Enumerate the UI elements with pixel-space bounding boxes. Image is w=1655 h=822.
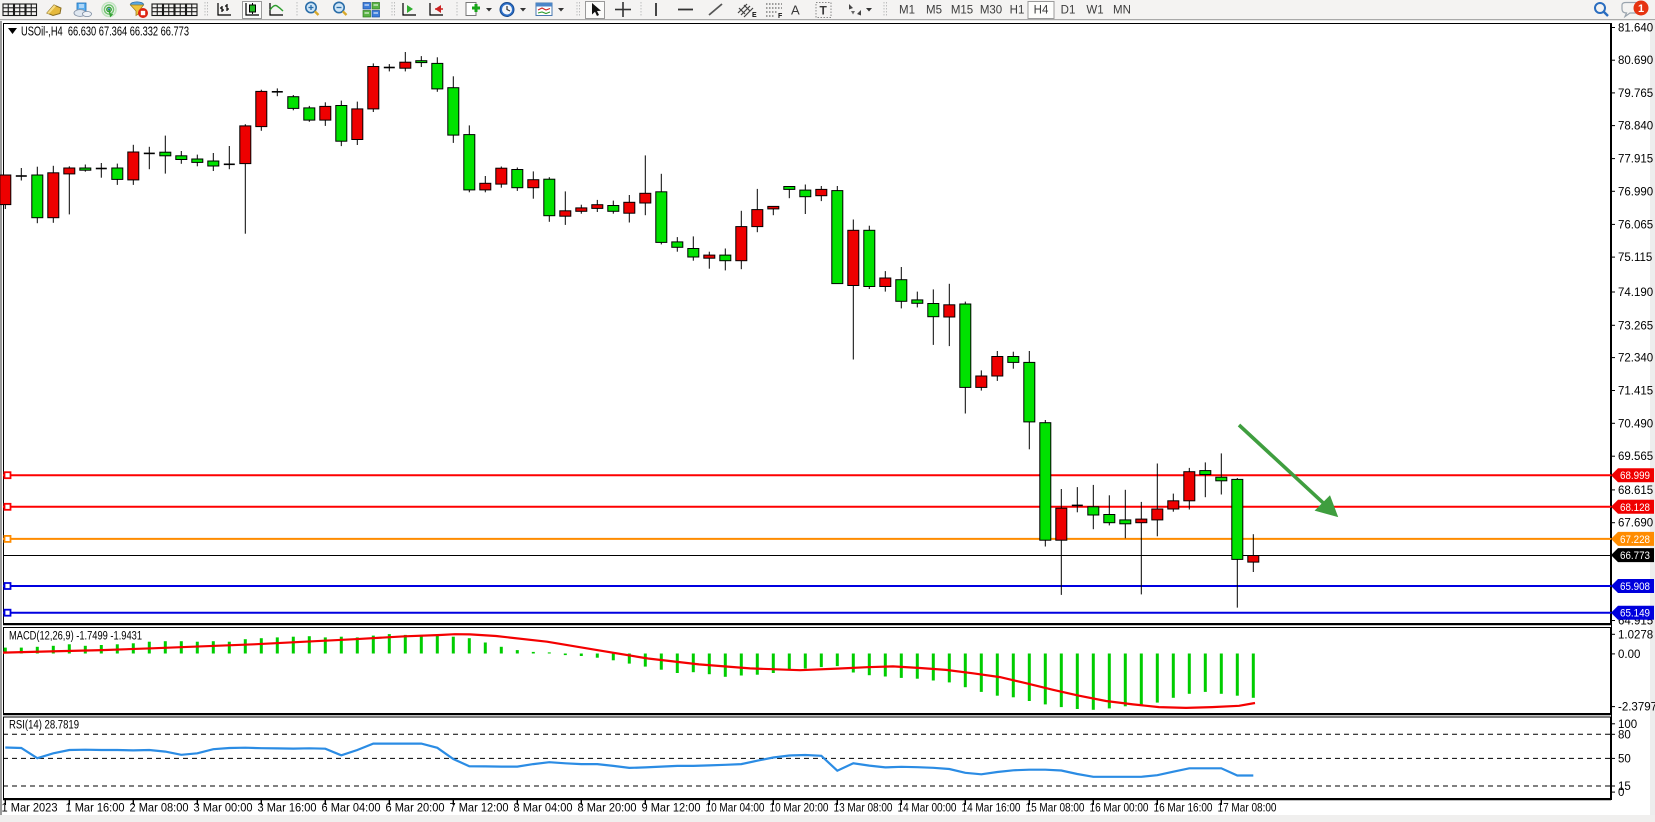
svg-text:W1: W1 [1086,5,1103,17]
svg-text:3 Mar 00:00: 3 Mar 00:00 [194,801,253,815]
svg-text:68.999: 68.999 [1620,470,1650,482]
svg-text:MACD(12,26,9) -1.7499 -1.9431: MACD(12,26,9) -1.7499 -1.9431 [9,631,142,643]
svg-text:F: F [778,13,783,20]
svg-text:0.00: 0.00 [1618,649,1640,661]
svg-text:67.228: 67.228 [1620,534,1650,546]
svg-text:76.065: 76.065 [1618,219,1653,231]
svg-text:69.565: 69.565 [1618,451,1653,463]
svg-text:68.128: 68.128 [1620,502,1650,514]
svg-text:13 Mar 08:00: 13 Mar 08:00 [834,801,893,815]
svg-text:72.340: 72.340 [1618,353,1653,365]
svg-text:USOil-,H4 66.630 67.364 66.33: USOil-,H4 66.630 67.364 66.332 66.773 [21,25,189,39]
svg-text:6 Mar 04:00: 6 Mar 04:00 [322,801,381,815]
svg-text:80: 80 [1618,729,1631,741]
svg-text:RSI(14) 28.7819: RSI(14) 28.7819 [9,720,79,732]
svg-text:70.490: 70.490 [1618,418,1653,430]
svg-text:10 Mar 04:00: 10 Mar 04:00 [706,801,765,815]
svg-text:15 Mar 08:00: 15 Mar 08:00 [1026,801,1085,815]
svg-text:M30: M30 [980,5,1002,17]
svg-text:9 Mar 12:00: 9 Mar 12:00 [642,801,701,815]
svg-text:1: 1 [1638,3,1644,15]
svg-text:15: 15 [1618,781,1631,793]
svg-text:67.690: 67.690 [1618,518,1653,530]
svg-text:50: 50 [1618,753,1631,765]
svg-text:A: A [791,3,800,18]
svg-text:73.265: 73.265 [1618,320,1653,332]
svg-text:2 Mar 08:00: 2 Mar 08:00 [130,801,189,815]
svg-text:10 Mar 20:00: 10 Mar 20:00 [770,801,829,815]
svg-text:65.149: 65.149 [1620,608,1650,620]
svg-text:71.415: 71.415 [1618,386,1653,398]
svg-text:100: 100 [1618,719,1637,731]
svg-text:3 Mar 16:00: 3 Mar 16:00 [258,801,317,815]
svg-text:74.190: 74.190 [1618,287,1653,299]
svg-text:M5: M5 [926,5,942,17]
svg-text:D1: D1 [1061,5,1076,17]
svg-text:1 Mar 2023: 1 Mar 2023 [2,801,58,815]
svg-text:75.115: 75.115 [1618,252,1652,264]
svg-text:14 Mar 00:00: 14 Mar 00:00 [898,801,957,815]
svg-text:H1: H1 [1010,5,1025,17]
svg-text:M15: M15 [951,5,973,17]
svg-text:17 Mar 08:00: 17 Mar 08:00 [1218,801,1277,815]
svg-text:16 Mar 16:00: 16 Mar 16:00 [1154,801,1213,815]
svg-text:14 Mar 16:00: 14 Mar 16:00 [962,801,1021,815]
svg-text:1 Mar 16:00: 1 Mar 16:00 [66,801,125,815]
svg-text:79.765: 79.765 [1618,88,1653,100]
svg-text:16 Mar 00:00: 16 Mar 00:00 [1090,801,1149,815]
svg-text:66.773: 66.773 [1620,550,1650,562]
svg-text:-2.3797: -2.3797 [1618,702,1655,714]
svg-text:1.0278: 1.0278 [1618,629,1653,641]
svg-text:E: E [752,12,757,19]
svg-text:7 Mar 12:00: 7 Mar 12:00 [450,801,509,815]
svg-text:78.840: 78.840 [1618,121,1653,133]
svg-text:76.990: 76.990 [1618,186,1653,198]
svg-text:0: 0 [1618,787,1624,799]
svg-text:8 Mar 04:00: 8 Mar 04:00 [514,801,573,815]
svg-text:77.915: 77.915 [1618,154,1653,166]
svg-text:6 Mar 20:00: 6 Mar 20:00 [386,801,445,815]
svg-text:81.640: 81.640 [1618,23,1653,35]
svg-text:M1: M1 [899,5,915,17]
svg-text:65.908: 65.908 [1620,581,1650,593]
svg-text:8 Mar 20:00: 8 Mar 20:00 [578,801,637,815]
svg-text:80.690: 80.690 [1618,55,1653,67]
svg-text:H4: H4 [1034,5,1049,17]
svg-text:68.615: 68.615 [1618,485,1653,497]
svg-text:T: T [820,4,828,18]
svg-text:MN: MN [1113,5,1131,17]
